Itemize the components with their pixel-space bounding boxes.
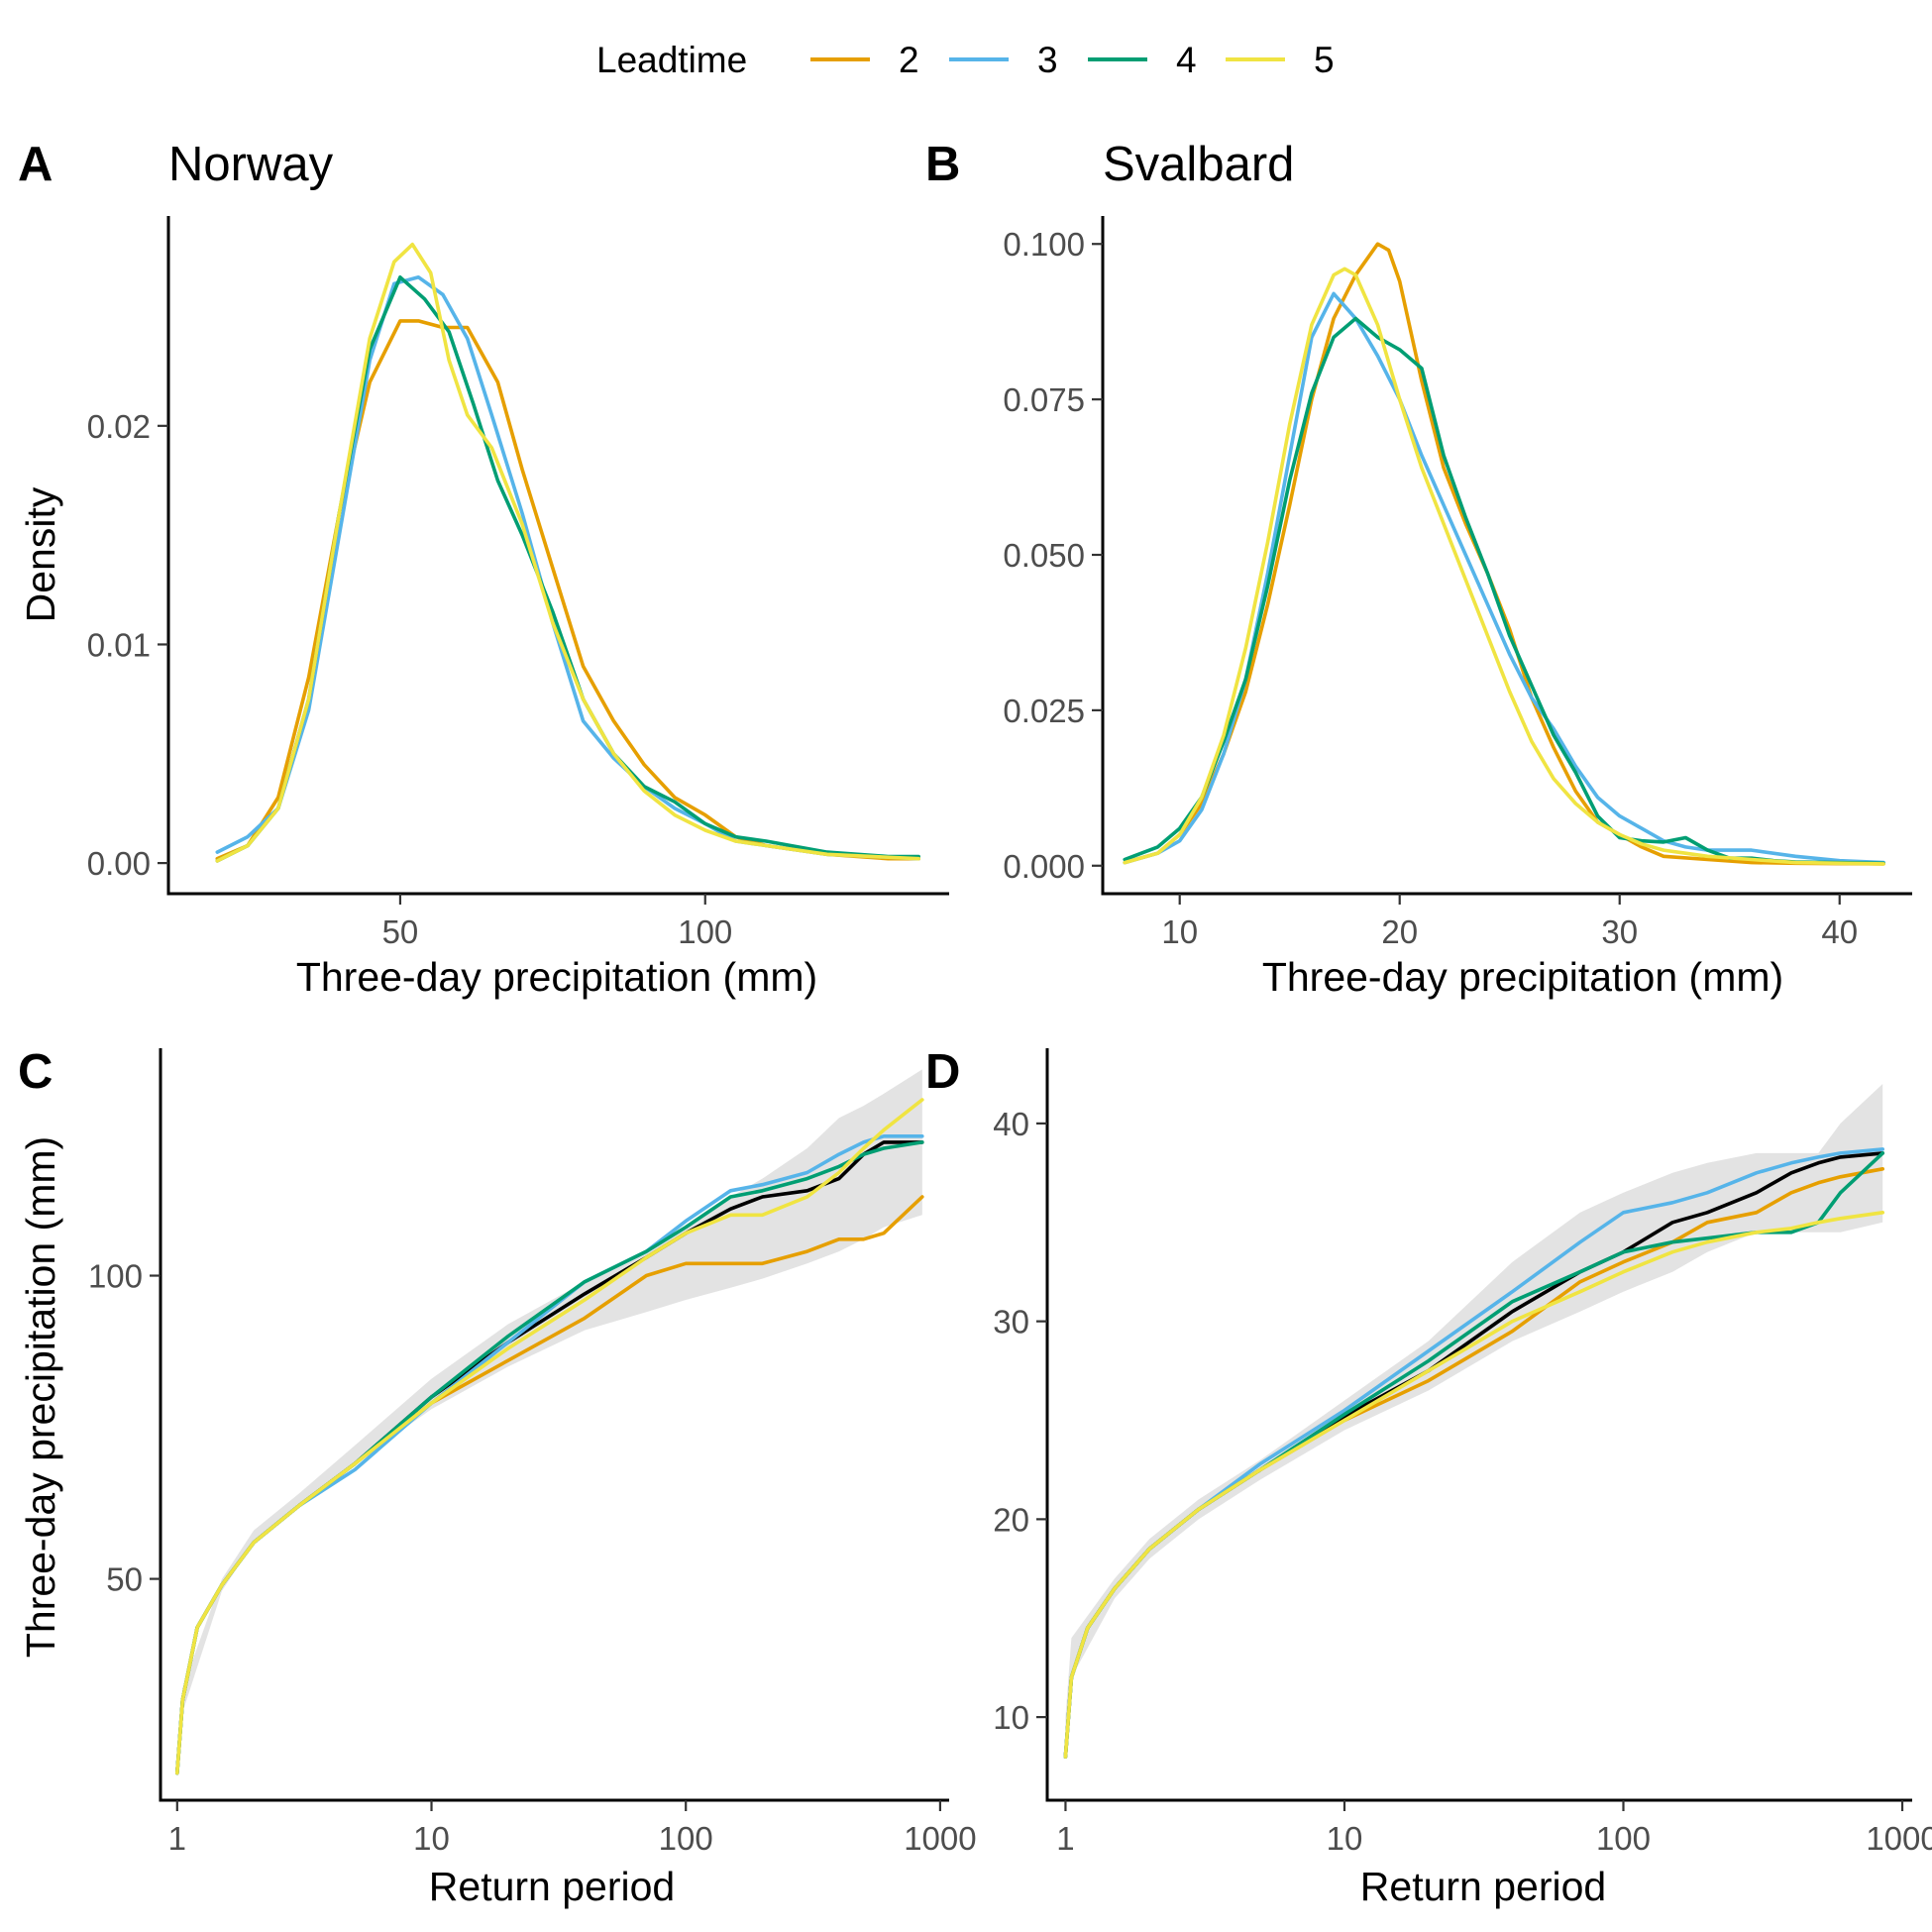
legend: Leadtime 2 3 4 5 bbox=[596, 40, 1335, 80]
series-line-c-leadtime-2 bbox=[175, 1195, 924, 1775]
panel-b: B Svalbard 10 20 30 40 0.000 0.025 0.050 0.075 0… bbox=[925, 138, 1912, 1000]
series-line-d-leadtime-3 bbox=[1063, 1147, 1884, 1759]
legend-label-5: 5 bbox=[1314, 40, 1335, 80]
confidence-band-c bbox=[176, 1069, 922, 1773]
x-tick-label-c: 1000 bbox=[904, 1820, 976, 1857]
x-tick-label-a: 100 bbox=[678, 913, 732, 950]
x-tick-label-d: 1 bbox=[1056, 1820, 1074, 1857]
x-tick-label-d: 100 bbox=[1596, 1820, 1651, 1857]
y-tick-label-d: 10 bbox=[993, 1699, 1029, 1736]
y-tick-label-b: 0.050 bbox=[1003, 537, 1085, 574]
series-line-a-leadtime-4 bbox=[215, 274, 921, 863]
x-axis-title-a: Three-day precipitation (mm) bbox=[296, 954, 817, 1000]
legend-item-3: 3 bbox=[949, 40, 1058, 80]
y-axis-title-a: Density bbox=[18, 486, 63, 622]
series-line-d-leadtime-4 bbox=[1063, 1151, 1884, 1759]
panel-tag-a: A bbox=[18, 138, 53, 191]
x-tick-label-b: 20 bbox=[1381, 913, 1418, 950]
y-tick-label-d: 30 bbox=[993, 1304, 1029, 1341]
x-tick-label-a: 50 bbox=[382, 913, 419, 950]
y-tick-label-a: 0.02 bbox=[87, 408, 151, 445]
x-tick-label-c: 10 bbox=[413, 1820, 450, 1857]
y-tick-label-d: 40 bbox=[993, 1106, 1029, 1142]
panel-title-a: Norway bbox=[168, 138, 334, 191]
plot-area-a: 50 100 0.00 0.01 0.02 bbox=[87, 216, 949, 950]
series-line-d-leadtime-5 bbox=[1063, 1211, 1884, 1759]
legend-label-2: 2 bbox=[899, 40, 919, 80]
legend-title: Leadtime bbox=[596, 40, 747, 80]
legend-label-3: 3 bbox=[1037, 40, 1058, 80]
panel-title-b: Svalbard bbox=[1103, 138, 1294, 191]
series-line-b-leadtime-3 bbox=[1123, 291, 1885, 865]
y-axis-title-c: Three-day precipitation (mm) bbox=[18, 1136, 63, 1658]
panel-tag-c: C bbox=[18, 1045, 53, 1099]
y-tick-label-a: 0.00 bbox=[87, 845, 151, 882]
y-tick-label-d: 20 bbox=[993, 1501, 1029, 1538]
series-line-b-leadtime-5 bbox=[1123, 267, 1885, 866]
confidence-band-d bbox=[1065, 1084, 1883, 1758]
legend-label-4: 4 bbox=[1176, 40, 1197, 80]
y-tick-label-b: 0.025 bbox=[1003, 693, 1085, 729]
y-tick-label-b: 0.000 bbox=[1003, 848, 1085, 885]
series-line-b-leadtime-4 bbox=[1123, 316, 1885, 866]
y-tick-label-a: 0.01 bbox=[87, 626, 151, 663]
plot-area-b: 10 20 30 40 0.000 0.025 0.050 0.075 0.100 bbox=[1003, 216, 1912, 950]
x-tick-label-c: 100 bbox=[659, 1820, 713, 1857]
panel-c: C 1 10 100 1000 50 100 Return period Three-da… bbox=[18, 1045, 977, 1909]
series-line-a-leadtime-2 bbox=[215, 319, 921, 861]
series-line-d-leadtime-2 bbox=[1063, 1167, 1884, 1759]
plot-area-c: 1 10 100 1000 50 100 bbox=[88, 1048, 977, 1857]
panel-tag-d: D bbox=[925, 1045, 960, 1099]
x-tick-label-d: 1000 bbox=[1866, 1820, 1932, 1857]
x-tick-label-d: 10 bbox=[1327, 1820, 1363, 1857]
y-tick-label-b: 0.100 bbox=[1003, 226, 1085, 263]
y-tick-label-c: 100 bbox=[88, 1258, 143, 1295]
series-line-a-leadtime-3 bbox=[215, 274, 921, 861]
series-line-a-leadtime-5 bbox=[215, 242, 921, 863]
observed-line-d bbox=[1063, 1151, 1884, 1759]
legend-item-4: 4 bbox=[1088, 40, 1197, 80]
y-tick-label-b: 0.075 bbox=[1003, 381, 1085, 418]
x-axis-title-b: Three-day precipitation (mm) bbox=[1262, 954, 1783, 1000]
x-tick-label-c: 1 bbox=[168, 1820, 186, 1857]
series-line-c-leadtime-5 bbox=[175, 1098, 924, 1775]
x-tick-label-b: 10 bbox=[1161, 913, 1198, 950]
series-line-b-leadtime-2 bbox=[1123, 242, 1885, 866]
x-tick-label-b: 30 bbox=[1601, 913, 1638, 950]
y-tick-label-c: 50 bbox=[106, 1561, 143, 1598]
plot-area-d: 1 10 100 1000 10 20 30 40 bbox=[993, 1048, 1932, 1857]
x-tick-label-b: 40 bbox=[1821, 913, 1858, 950]
legend-item-5: 5 bbox=[1226, 40, 1335, 80]
panel-d: D 1 10 100 1000 10 20 30 40 Return period bbox=[925, 1045, 1932, 1909]
panel-a: A Norway 50 100 0.00 0.01 0.02 Three-day pre… bbox=[18, 138, 949, 1000]
x-axis-title-c: Return period bbox=[429, 1864, 675, 1909]
legend-item-2: 2 bbox=[810, 40, 919, 80]
x-axis-title-d: Return period bbox=[1360, 1864, 1606, 1909]
panel-tag-b: B bbox=[925, 138, 960, 191]
